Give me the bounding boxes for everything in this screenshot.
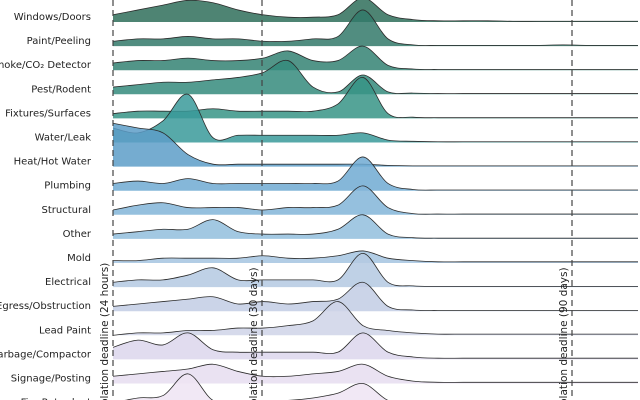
ridge-area xyxy=(113,250,638,263)
ridge-area xyxy=(113,214,638,239)
ridge-area xyxy=(113,123,638,167)
ridge-area xyxy=(113,185,638,215)
ridge-label: Fixtures/Surfaces xyxy=(5,108,91,119)
ridge-line xyxy=(124,373,389,400)
ridge-area xyxy=(113,364,638,384)
ridge-area xyxy=(113,46,638,71)
ridge-label: Signage/Posting xyxy=(11,374,91,385)
ridge-line xyxy=(112,93,638,143)
ridge-line xyxy=(112,0,638,22)
ridge-line xyxy=(112,156,638,191)
ridge-area xyxy=(113,77,638,119)
ridge-label: Heat/Hot Water xyxy=(14,157,92,168)
ridge-line xyxy=(112,122,638,167)
ridge-label: Garbage/Compactor xyxy=(0,349,92,360)
ridge-label: Egress/Obstruction xyxy=(0,301,91,312)
ridge-line xyxy=(112,301,638,336)
deadline-label: violation deadline (30 days) xyxy=(248,267,260,400)
ridge-label: Plumbing xyxy=(44,181,91,192)
ridge-label: Water/Leak xyxy=(35,133,92,144)
ridge-line xyxy=(112,59,638,95)
deadline-label: violation deadline (24 hours) xyxy=(99,263,111,400)
ridge-line xyxy=(112,9,638,46)
ridge-label: Fire Retardant xyxy=(21,398,91,400)
ridge-label: Windows/Doors xyxy=(14,12,91,23)
ridge-area xyxy=(113,253,638,288)
ridge-label: Electrical xyxy=(45,277,91,288)
ridge-line xyxy=(112,185,639,215)
ridge-label: Other xyxy=(63,229,92,240)
ridge-label: Pest/Rodent xyxy=(31,84,91,95)
ridge-label: Structural xyxy=(42,205,92,216)
ridge-label: Paint/Peeling xyxy=(27,36,91,47)
ridge-line xyxy=(112,281,638,311)
ridge-line xyxy=(112,250,638,263)
ridge-line xyxy=(112,332,638,359)
ridge-area xyxy=(113,156,638,191)
ridge-line xyxy=(112,214,638,239)
ridge-line xyxy=(112,252,638,287)
ridge-area xyxy=(126,373,388,400)
ridge-label: Smoke/CO₂ Detector xyxy=(0,60,92,71)
deadline-label: violation deadline (90 days) xyxy=(558,267,570,400)
ridge-label: Mold xyxy=(67,253,91,264)
ridge-area xyxy=(113,332,638,360)
ridge-label: Lead Paint xyxy=(39,325,91,336)
ridge-line xyxy=(112,77,638,119)
ridge-area xyxy=(113,9,638,47)
ridge-area xyxy=(113,60,638,95)
ridge-line xyxy=(112,45,638,70)
ridge-area xyxy=(113,0,638,22)
ridge-line xyxy=(112,363,638,383)
